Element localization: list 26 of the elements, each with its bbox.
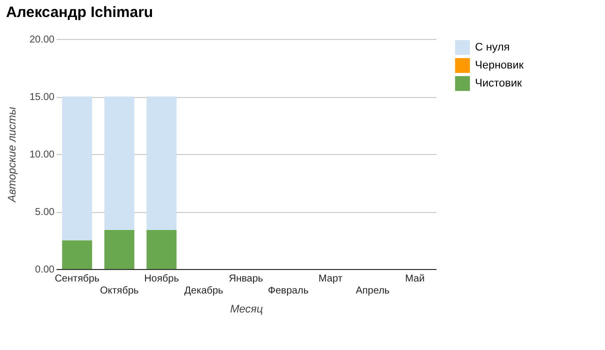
- legend-label: С нуля: [475, 42, 510, 54]
- bar: [62, 96, 92, 240]
- bar: [104, 230, 134, 269]
- y-tick-label: 10.00: [29, 150, 55, 160]
- x-tick-label: Февраль: [268, 286, 309, 296]
- legend-label: Чистовик: [475, 78, 522, 90]
- y-axis-title: Авторские листы: [6, 106, 18, 204]
- bar: [146, 96, 177, 230]
- x-tick-label: Январь: [228, 274, 264, 284]
- y-tick-label: 0.00: [35, 264, 55, 276]
- y-tick-label: 20.00: [29, 34, 55, 46]
- x-tick-label: Декабрь: [184, 286, 224, 296]
- x-tick-label: Март: [318, 274, 343, 284]
- bar: [62, 240, 92, 269]
- y-tick-label: 5.00: [35, 207, 55, 218]
- bar: [104, 96, 134, 230]
- x-tick-label: Май: [405, 274, 425, 284]
- y-tick-label: 15.00: [29, 92, 55, 103]
- x-tick-label: Апрель: [356, 286, 390, 296]
- chart-title: Александр Ichimaru: [6, 4, 154, 21]
- bar: [146, 230, 177, 269]
- x-tick-label: Ноябрь: [144, 274, 179, 284]
- x-axis-title: Месяц: [230, 304, 263, 316]
- x-tick-label: Сентябрь: [54, 274, 100, 284]
- legend-label: Черновик: [475, 60, 524, 72]
- x-tick-label: Октябрь: [100, 286, 139, 296]
